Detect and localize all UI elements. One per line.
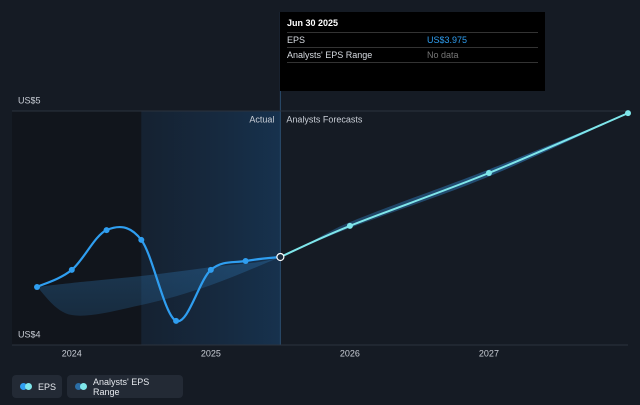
tooltip-key: EPS [287, 35, 306, 45]
range-area [37, 113, 628, 316]
tooltip-row: Analysts' EPS Range No data [287, 48, 538, 63]
forecast-line [279, 112, 629, 258]
tooltip-row: EPS US$3.975 [287, 33, 538, 48]
eps-point [34, 283, 41, 290]
eps-point [242, 257, 249, 264]
highlight-region [141, 111, 281, 345]
eps-point [68, 266, 75, 273]
forecast-point [485, 170, 492, 177]
forecast-point [346, 222, 353, 229]
x-tick-label: 2026 [340, 348, 360, 358]
legend-range[interactable]: Analysts' EPS Range [67, 375, 183, 398]
eps-point [276, 252, 285, 262]
legend-eps[interactable]: EPS [12, 375, 62, 398]
eps-line [36, 225, 281, 323]
actual-label: Actual [249, 114, 274, 124]
eps-point [173, 317, 180, 324]
eps-point [103, 227, 110, 234]
x-tick-label: 2025 [201, 348, 221, 358]
tooltip: Jun 30 2025 EPS US$3.975 Analysts' EPS Ra… [280, 12, 545, 91]
eps-point [138, 236, 145, 243]
legend-label: Analysts' EPS Range [93, 376, 150, 397]
x-tick-label: 2027 [479, 348, 499, 358]
legend-label: EPS [38, 381, 57, 392]
tooltip-value: No data [427, 50, 459, 60]
tooltip-value: US$3.975 [427, 35, 468, 45]
forecast-label: Analysts Forecasts [286, 114, 363, 124]
forecast-point [625, 110, 631, 117]
tooltip-key: Analysts' EPS Range [287, 50, 373, 60]
tooltip-title: Jun 30 2025 [287, 18, 538, 33]
x-tick-label: 2024 [62, 348, 82, 358]
eps-point [207, 266, 214, 273]
y-tick-label: US$5 [18, 95, 41, 105]
y-tick-label: US$4 [18, 329, 41, 339]
chart: Actual Analysts Forecasts US$4 US$5 2024 2025… [12, 12, 631, 358]
